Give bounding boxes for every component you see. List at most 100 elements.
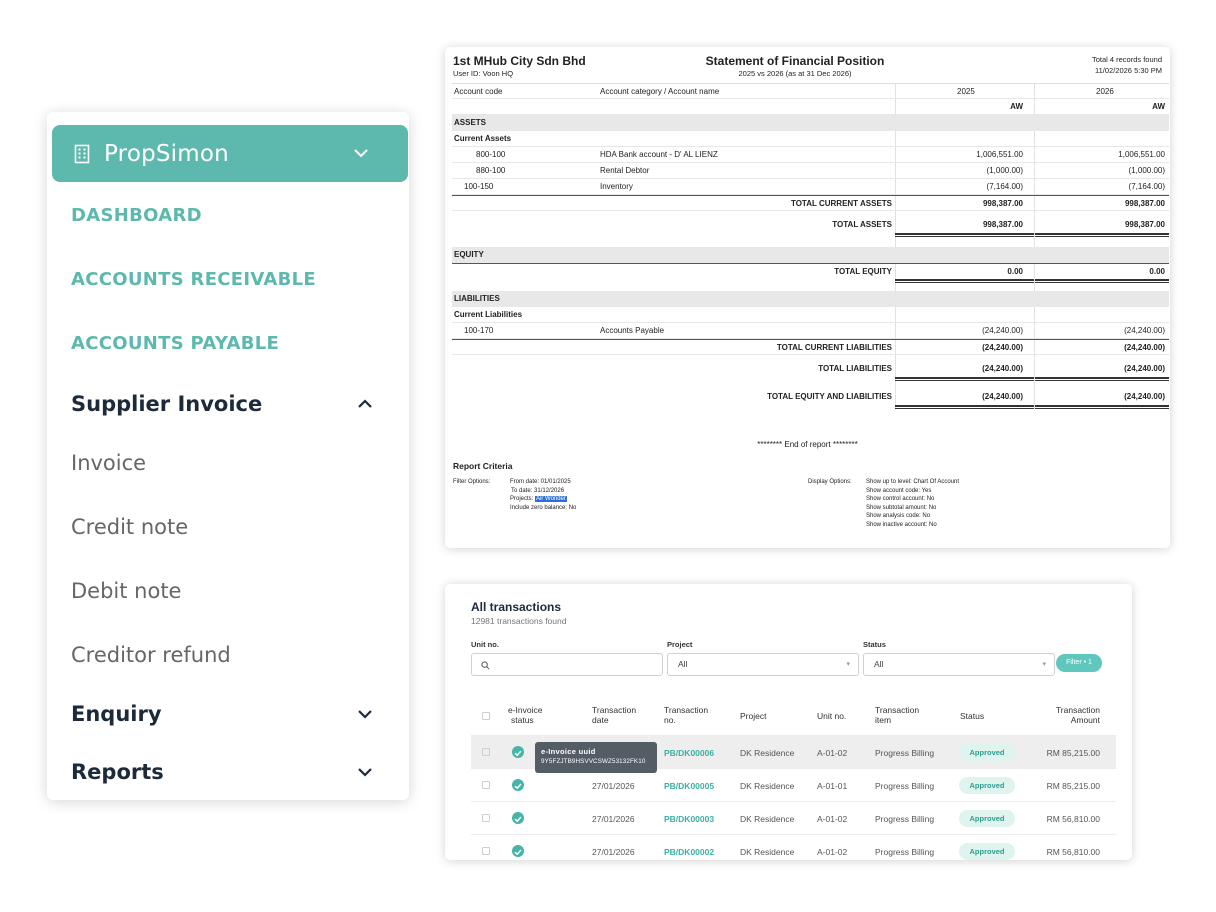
- organization-switcher[interactable]: PropSimon: [52, 125, 408, 182]
- display-option: Show account code: Yes: [866, 487, 932, 494]
- table-row[interactable]: 27/01/2026 PB/DK00005 DK Residence A-01-…: [471, 768, 1116, 801]
- item-cell: Progress Billing: [875, 748, 935, 758]
- nav-enquiry[interactable]: Enquiry: [71, 702, 373, 726]
- check-circle-icon: [512, 779, 524, 791]
- status-filter-label: Status: [863, 640, 886, 649]
- header-transaction-date: Transaction date: [592, 705, 636, 725]
- display-option: Show subtotal amount: No: [866, 504, 937, 511]
- filter-options: From date: 01/01/2025 To date: 31/12/202…: [510, 478, 576, 512]
- nav-supplier-invoice[interactable]: Supplier Invoice: [71, 392, 373, 416]
- financial-position-report: 1st MHub City Sdn Bhd User ID: Voon HQ S…: [445, 47, 1170, 548]
- amount-2025: (24,240.00): [982, 326, 1023, 335]
- amount-2025: (7,164.00): [986, 182, 1023, 191]
- status-badge: Approved: [959, 744, 1015, 761]
- nav-credit-note[interactable]: Credit note: [71, 515, 189, 539]
- printed-date: 11/02/2026 5:30 PM: [1095, 66, 1162, 75]
- status-select[interactable]: All ▾: [863, 653, 1055, 676]
- total-label: TOTAL EQUITY: [834, 267, 892, 276]
- transaction-no-link[interactable]: PB/DK00006: [664, 748, 715, 758]
- total-current-liabilities-row: TOTAL CURRENT LIABILITIES (24,240.00) (2…: [452, 339, 1169, 355]
- nav-invoice[interactable]: Invoice: [71, 451, 147, 475]
- section-liabilities: LIABILITIES: [452, 291, 1169, 307]
- total-2025: (24,240.00): [982, 392, 1023, 401]
- report-header-row: Account code Account category / Account …: [452, 83, 1169, 99]
- filter-button[interactable]: Filter • 1: [1056, 654, 1102, 672]
- account-row: 100-150 Inventory (7,164.00) (7,164.00): [452, 179, 1169, 195]
- filter-to-date: To date: 31/12/2026: [511, 487, 565, 494]
- total-2026: (24,240.00): [1124, 392, 1165, 401]
- nav-accounts-payable[interactable]: ACCOUNTS PAYABLE: [71, 333, 280, 354]
- account-name: HDA Bank account - D' AL LIENZ: [600, 150, 718, 159]
- nav-debit-note[interactable]: Debit note: [71, 579, 182, 603]
- date-cell: 27/01/2026: [592, 847, 635, 857]
- project-code: AW: [1152, 102, 1165, 111]
- amount-cell: RM 85,215.00: [1046, 748, 1100, 758]
- amount-2026: (1,000.00): [1128, 166, 1165, 175]
- report-title: Statement of Financial Position: [705, 54, 885, 68]
- project-filter-label: Project: [667, 640, 693, 649]
- total-2025: (24,240.00): [982, 364, 1023, 373]
- header-text: date: [592, 715, 609, 725]
- amount-2025: (1,000.00): [986, 166, 1023, 175]
- nav-accounts-receivable[interactable]: ACCOUNTS RECEIVABLE: [71, 269, 317, 290]
- total-label: TOTAL CURRENT ASSETS: [790, 199, 892, 208]
- date-cell: 27/01/2026: [592, 781, 635, 791]
- select-all-checkbox[interactable]: [482, 712, 490, 720]
- header-unit-no: Unit no.: [817, 711, 847, 721]
- header-project: Project: [740, 711, 767, 721]
- project-cell: DK Residence: [740, 814, 795, 824]
- total-assets-row: TOTAL ASSETS 998,387.00 998,387.00: [452, 217, 1169, 233]
- transaction-no-link[interactable]: PB/DK00003: [664, 814, 715, 824]
- report-period: 2025 vs 2026 (as at 31 Dec 2026): [738, 69, 852, 78]
- filter-projects: Projects: Air Wonder: [510, 495, 576, 504]
- nav-dashboard[interactable]: DASHBOARD: [71, 205, 202, 226]
- header-transaction-no: Transaction no.: [664, 705, 708, 725]
- header-text: no.: [664, 715, 676, 725]
- account-name: Inventory: [600, 182, 633, 191]
- building-icon: [74, 144, 90, 163]
- transactions-count: 12981 transactions found: [471, 616, 567, 626]
- col-account-code: Account code: [454, 87, 503, 96]
- transaction-no-link[interactable]: PB/DK00002: [664, 847, 715, 857]
- item-cell: Progress Billing: [875, 814, 935, 824]
- nav-reports[interactable]: Reports: [71, 760, 373, 784]
- transactions-panel: All transactions 12981 transactions foun…: [445, 584, 1132, 860]
- nav-supplier-invoice-label: Supplier Invoice: [71, 392, 263, 416]
- total-label: TOTAL EQUITY AND LIABILITIES: [767, 392, 892, 401]
- row-checkbox[interactable]: [482, 847, 490, 855]
- project-select[interactable]: All ▾: [667, 653, 859, 676]
- unit-search-input[interactable]: [471, 653, 663, 676]
- header-text: item: [875, 715, 892, 725]
- einvoice-uuid-tooltip: e-Invoice uuid 9Y5FZJTB9HSVVCSWZ53132FK1…: [535, 742, 657, 773]
- total-2026: (24,240.00): [1124, 343, 1165, 352]
- total-current-assets-row: TOTAL CURRENT ASSETS 998,387.00 998,387.…: [452, 195, 1169, 211]
- check-circle-icon: [512, 746, 524, 758]
- filter-projects-value: Air Wonder: [535, 496, 567, 502]
- row-checkbox[interactable]: [482, 748, 490, 756]
- row-checkbox[interactable]: [482, 814, 490, 822]
- report-subheader-row: AW AW: [452, 99, 1169, 115]
- table-row[interactable]: 27/01/2026 PB/DK00003 DK Residence A-01-…: [471, 801, 1116, 834]
- table-row[interactable]: 27/01/2026 PB/DK00002 DK Residence A-01-…: [471, 834, 1116, 860]
- tooltip-title: e-Invoice uuid: [541, 747, 596, 756]
- unit-cell: A-01-02: [817, 814, 848, 824]
- project-cell: DK Residence: [740, 847, 795, 857]
- end-of-report: ******** End of report ********: [757, 440, 858, 449]
- nav-creditor-refund[interactable]: Creditor refund: [71, 643, 231, 667]
- section-assets: ASSETS: [452, 115, 1169, 131]
- nav-reports-label: Reports: [71, 760, 164, 784]
- row-checkbox[interactable]: [482, 781, 490, 789]
- amount-cell: RM 85,215.00: [1046, 781, 1100, 791]
- chevron-down-icon: [358, 710, 372, 719]
- category-current-assets: Current Assets: [452, 131, 1169, 147]
- total-label: TOTAL ASSETS: [832, 220, 892, 229]
- transactions-title: All transactions: [471, 600, 562, 614]
- display-option: Show control account: No: [866, 496, 935, 502]
- account-code: 880-100: [476, 166, 506, 175]
- organization-name: PropSimon: [104, 140, 229, 167]
- header-text: e-Invoice: [508, 705, 543, 715]
- transaction-no-link[interactable]: PB/DK00005: [664, 781, 715, 791]
- total-2025: 0.00: [1007, 267, 1023, 276]
- category-label: Current Liabilities: [454, 310, 523, 319]
- report-table: Account code Account category / Account …: [452, 83, 1169, 409]
